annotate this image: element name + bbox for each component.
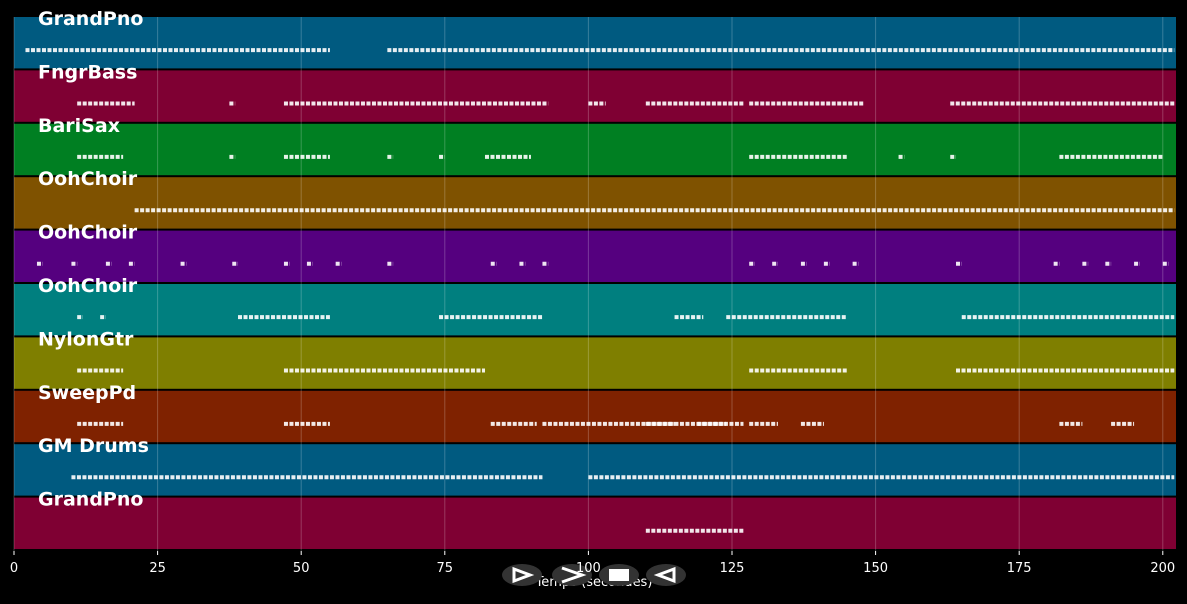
track-name: GM Drums [38,435,149,457]
track-name: SweepPd [38,382,136,404]
track-name: OohChoir [38,168,138,190]
track-lane [14,390,1176,443]
stop-button[interactable] [599,564,639,586]
track-lane [14,444,1176,496]
forward-button[interactable] [552,564,592,586]
play-button[interactable] [502,564,542,586]
track-lane [14,177,1176,229]
x-tick-label: 25 [149,561,166,576]
track-name: OohChoir [38,275,138,297]
playback-controls [502,564,686,586]
track-lane [14,284,1176,336]
x-tick-label: 100 [576,561,601,576]
track-lane [14,70,1176,122]
x-tick-label: 0 [10,561,18,576]
x-tick-label: 50 [293,561,310,576]
track-name: GrandPno [38,489,143,511]
track-lane [14,17,1176,69]
track-name: NylonGtr [38,328,134,350]
lanes [13,17,1176,555]
track-lane [14,230,1176,282]
track-lane [14,497,1176,549]
track-lane [14,337,1176,389]
x-tick-label: 150 [863,561,888,576]
back-button[interactable] [646,564,686,586]
x-tick-label: 125 [720,561,745,576]
track-name: BariSax [38,115,120,137]
track-name: FngrBass [38,61,137,83]
track-lane [14,123,1176,176]
track-name: OohChoir [38,222,138,244]
x-tick-label: 75 [437,561,454,576]
x-tick-label: 175 [1007,561,1032,576]
x-tick-label: 200 [1150,561,1175,576]
track-name: GrandPno [38,8,143,30]
